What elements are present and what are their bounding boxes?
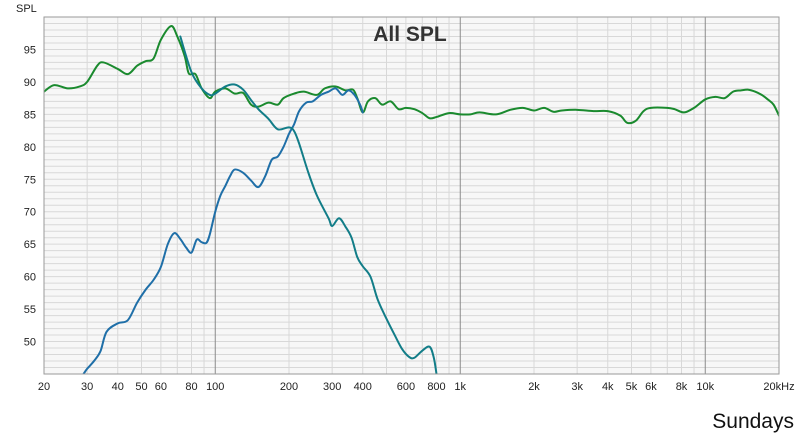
y-tick-label: 85 — [24, 109, 36, 121]
y-tick-label: 70 — [24, 207, 36, 219]
x-tick-label: 10k — [696, 381, 714, 393]
y-tick-label: 75 — [24, 174, 36, 186]
x-tick-label: 40 — [112, 381, 124, 393]
x-tick-label: 600 — [397, 381, 415, 393]
y-axis-ticks: 50 55 60 65 70 75 80 85 90 95 — [24, 44, 36, 348]
x-tick-label: 400 — [354, 381, 372, 393]
y-tick-label: 55 — [24, 304, 36, 316]
series-line-1 — [44, 25, 779, 125]
x-tick-label: 50 — [135, 381, 147, 393]
x-tick-label: 6k — [645, 381, 657, 393]
x-tick-label: 100 — [206, 381, 224, 393]
x-tick-label: 2k — [528, 381, 540, 393]
chart-caption: Sundays — [712, 410, 794, 433]
y-tick-label: 95 — [24, 44, 36, 56]
y-tick-label: 90 — [24, 77, 36, 89]
series-line-3 — [179, 35, 438, 374]
x-tick-label: 30 — [81, 381, 93, 393]
x-tick-label: 20 — [38, 381, 50, 393]
x-tick-label: 300 — [323, 381, 341, 393]
series-line-2 — [82, 87, 364, 374]
x-tick-label: 200 — [280, 381, 298, 393]
series-group — [44, 25, 779, 374]
y-tick-label: 65 — [24, 239, 36, 251]
y-tick-label: 50 — [24, 337, 36, 349]
x-tick-label: 20kHz — [763, 381, 794, 393]
x-tick-label: 80 — [185, 381, 197, 393]
x-tick-label: 5k — [626, 381, 638, 393]
plot-area — [44, 17, 779, 374]
x-tick-label: 3k — [571, 381, 583, 393]
x-tick-label: 8k — [676, 381, 688, 393]
x-tick-label: 4k — [602, 381, 614, 393]
x-tick-label: 60 — [155, 381, 167, 393]
y-tick-label: 80 — [24, 142, 36, 154]
y-axis-label: SPL — [16, 3, 37, 15]
x-tick-label: 800 — [427, 381, 445, 393]
plot-border — [43, 16, 780, 375]
x-tick-label: 1k — [454, 381, 466, 393]
y-tick-label: 60 — [24, 272, 36, 284]
x-axis-ticks: 20 30 40 50 60 80 100 200 300 400 600 800 1k 2k 3k 4k 5k… — [38, 381, 795, 393]
minor-grid — [43, 16, 780, 375]
major-grid — [214, 17, 706, 374]
chart-title: All SPL — [373, 23, 447, 46]
